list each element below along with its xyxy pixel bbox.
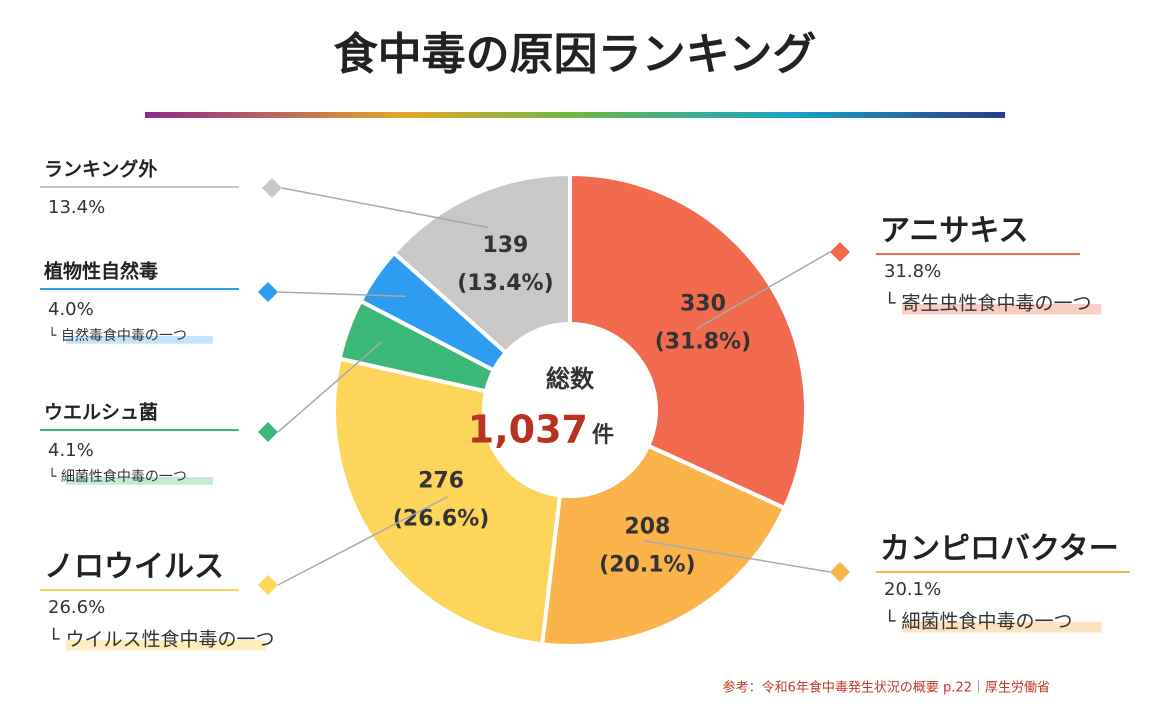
legend-share: 20.1%	[884, 579, 941, 600]
total-value: 1,037	[468, 408, 588, 452]
legend-note: └ 細菌性食中毒の一つ	[884, 609, 1072, 633]
leader-line	[281, 187, 489, 229]
title-rule	[145, 112, 1005, 118]
marker	[830, 562, 850, 582]
slice-share: (13.4%)	[457, 271, 553, 296]
marker	[258, 422, 278, 442]
legend-name: カンピロバクター	[880, 532, 1119, 567]
legend-note: └ ウイルス性食中毒の一つ	[48, 627, 274, 651]
legend-share: 26.6%	[48, 597, 105, 618]
legend-share: 13.4%	[48, 197, 105, 218]
slice-value: 330	[680, 292, 726, 317]
note-highlight	[66, 640, 266, 651]
slice-share: (26.6%)	[393, 506, 489, 531]
legend-note: └ 寄生虫性食中毒の一つ	[884, 291, 1091, 315]
slice-value: 208	[624, 515, 670, 540]
slice-value: 276	[418, 468, 464, 493]
marker	[262, 178, 282, 198]
leader-line	[643, 540, 831, 573]
slice	[539, 443, 788, 648]
slice-share: (20.1%)	[599, 553, 695, 578]
note-highlight	[902, 304, 1102, 315]
legend-name: 植物性自然毒	[44, 260, 158, 283]
note-highlight	[66, 477, 213, 485]
legend-name: アニサキス	[880, 214, 1029, 249]
leader-line	[695, 251, 831, 330]
legend-share: 4.1%	[48, 440, 94, 461]
slice	[568, 171, 808, 511]
legend-note: └ 細菌性食中毒の一つ	[48, 468, 187, 485]
total-unit: 件	[592, 423, 614, 448]
leader-line	[277, 291, 406, 298]
center-hole	[486, 326, 654, 494]
legend-share: 4.0%	[48, 299, 94, 320]
note-highlight	[66, 336, 213, 344]
source: 参考：令和6年食中毒発生状況の概要 p.22｜厚生労働省	[723, 680, 1050, 696]
legend-share: 31.8%	[884, 261, 941, 282]
leader-line	[277, 340, 383, 433]
total-label: 総数	[546, 365, 595, 393]
note-highlight	[902, 622, 1102, 633]
title: 食中毒の原因ランキング	[334, 29, 817, 80]
slice-value: 139	[482, 233, 528, 258]
legend-name: ノロウイルス	[44, 550, 224, 585]
marker	[830, 242, 850, 262]
legend-note: └ 自然毒食中毒の一つ	[48, 327, 187, 344]
slice-share: (31.8%)	[655, 330, 751, 355]
marker	[258, 575, 278, 595]
marker	[258, 282, 278, 302]
legend-name: ランキング外	[44, 158, 157, 181]
slice	[332, 356, 563, 647]
legend-name: ウエルシュ菌	[44, 401, 158, 424]
leader-line	[277, 496, 448, 586]
